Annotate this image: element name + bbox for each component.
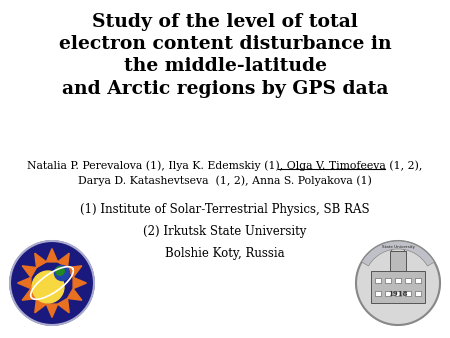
Text: State University: State University	[382, 245, 414, 249]
Text: Bolshie Koty, Russia: Bolshie Koty, Russia	[165, 247, 285, 260]
Polygon shape	[68, 266, 82, 277]
Polygon shape	[46, 248, 58, 262]
Bar	[395, 278, 401, 283]
Circle shape	[56, 267, 64, 275]
Bar	[371, 271, 425, 303]
Polygon shape	[73, 277, 86, 289]
Text: (1) Institute of Solar-Terrestrial Physics, SB RAS: (1) Institute of Solar-Terrestrial Physi…	[80, 203, 370, 216]
Polygon shape	[58, 298, 69, 313]
Bar	[375, 278, 381, 283]
Bar	[390, 251, 406, 271]
Circle shape	[10, 241, 94, 325]
Wedge shape	[362, 241, 434, 266]
Polygon shape	[58, 253, 69, 268]
Polygon shape	[35, 298, 46, 313]
Polygon shape	[18, 277, 31, 289]
Circle shape	[32, 271, 64, 303]
Circle shape	[54, 265, 70, 281]
Bar	[415, 278, 421, 283]
Bar	[405, 278, 411, 283]
Polygon shape	[22, 289, 36, 300]
Polygon shape	[46, 304, 58, 317]
Circle shape	[356, 241, 440, 325]
Polygon shape	[68, 289, 82, 300]
Bar	[405, 291, 411, 296]
Bar	[375, 291, 381, 296]
Text: Study of the level of total
electron content disturbance in
the middle-latitude
: Study of the level of total electron con…	[58, 13, 392, 98]
Polygon shape	[22, 266, 36, 277]
Text: Natalia P. Perevalova (1), Ilya K. Edemskiy (1), Olga V. Timofeeva (1, 2),
Darya: Natalia P. Perevalova (1), Ilya K. Edems…	[27, 160, 423, 186]
Text: 1918: 1918	[388, 290, 408, 298]
Bar	[395, 291, 401, 296]
Bar	[385, 278, 391, 283]
Polygon shape	[35, 253, 46, 268]
Bar	[415, 291, 421, 296]
Text: (2) Irkutsk State University: (2) Irkutsk State University	[143, 225, 307, 238]
Bar	[385, 291, 391, 296]
